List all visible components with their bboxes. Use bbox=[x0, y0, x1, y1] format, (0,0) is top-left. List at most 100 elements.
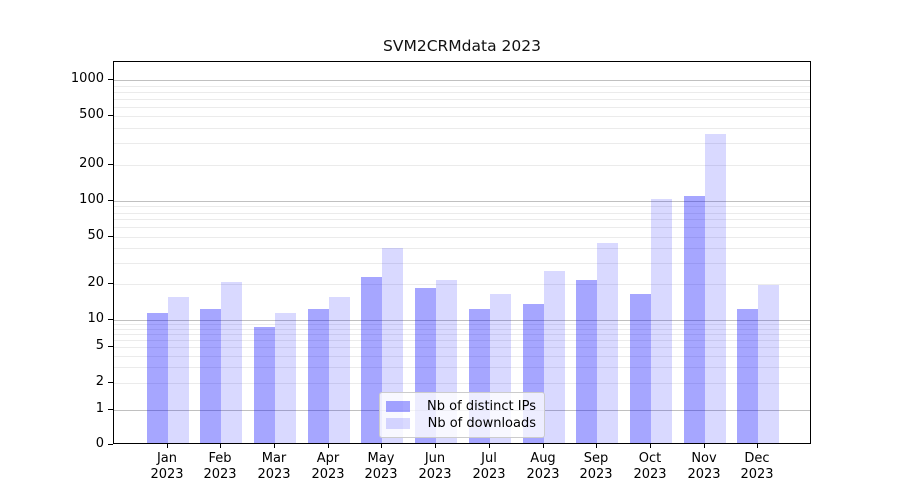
y-tick-label-500: 500 bbox=[79, 107, 104, 122]
bar-nov-distinct-ips bbox=[684, 196, 705, 443]
gridline-200 bbox=[114, 165, 810, 166]
x-tick-label-nov: Nov 2023 bbox=[687, 451, 721, 482]
y-tick-label-1000: 1000 bbox=[70, 71, 104, 86]
gridline-8 bbox=[114, 329, 810, 330]
bar-oct-downloads bbox=[651, 199, 672, 443]
legend-label-distinct-ips: Nb of distinct IPs bbox=[427, 399, 536, 414]
y-tick-label-1: 1 bbox=[95, 401, 104, 416]
legend: Nb of distinct IPs Nb of downloads bbox=[379, 392, 545, 438]
gridline-600 bbox=[114, 107, 810, 108]
y-tick-200 bbox=[108, 164, 113, 165]
gridline-30 bbox=[114, 263, 810, 264]
x-tick-label-sep: Sep 2023 bbox=[579, 451, 613, 482]
bar-mar-distinct-ips bbox=[254, 327, 275, 443]
gridline-50 bbox=[114, 237, 810, 238]
gridline-900 bbox=[114, 86, 810, 87]
bar-apr-downloads bbox=[329, 297, 350, 443]
legend-item-downloads: Nb of downloads bbox=[386, 415, 536, 432]
y-tick-1 bbox=[108, 409, 113, 410]
y-tick-label-200: 200 bbox=[79, 156, 104, 171]
gridline-3 bbox=[114, 367, 810, 368]
chart-title: SVM2CRMdata 2023 bbox=[383, 37, 541, 55]
y-tick-20 bbox=[108, 283, 113, 284]
x-tick-label-mar: Mar 2023 bbox=[257, 451, 291, 482]
bar-apr-distinct-ips bbox=[308, 309, 329, 443]
y-tick-label-2: 2 bbox=[95, 374, 104, 389]
bar-oct-distinct-ips bbox=[630, 294, 651, 443]
bar-jan-downloads bbox=[168, 297, 189, 443]
gridline-6 bbox=[114, 340, 810, 341]
bar-feb-downloads bbox=[221, 282, 242, 443]
x-tick-label-jun: Jun 2023 bbox=[418, 451, 452, 482]
legend-swatch-distinct-ips bbox=[386, 401, 410, 412]
gridline-4 bbox=[114, 356, 810, 357]
x-tick-sep bbox=[596, 444, 597, 448]
x-tick-mar bbox=[274, 444, 275, 448]
x-tick-feb bbox=[220, 444, 221, 448]
x-tick-label-may: May 2023 bbox=[364, 451, 398, 482]
gridline-400 bbox=[114, 128, 810, 129]
bar-aug-downloads bbox=[544, 271, 565, 443]
gridline-5 bbox=[114, 347, 810, 348]
gridline-1000 bbox=[114, 80, 810, 81]
y-tick-label-5: 5 bbox=[95, 338, 104, 353]
y-tick-2 bbox=[108, 382, 113, 383]
gridline-90 bbox=[114, 206, 810, 207]
gridline-10 bbox=[114, 320, 810, 321]
gridline-40 bbox=[114, 248, 810, 249]
bar-may-distinct-ips bbox=[361, 277, 382, 443]
y-tick-100 bbox=[108, 200, 113, 201]
y-tick-label-20: 20 bbox=[87, 275, 104, 290]
gridline-60 bbox=[114, 227, 810, 228]
gridline-20 bbox=[114, 284, 810, 285]
y-tick-label-50: 50 bbox=[87, 228, 104, 243]
x-tick-jan bbox=[167, 444, 168, 448]
gridline-80 bbox=[114, 213, 810, 214]
gridline-800 bbox=[114, 92, 810, 93]
bar-nov-downloads bbox=[705, 134, 726, 443]
x-tick-label-jul: Jul 2023 bbox=[472, 451, 506, 482]
legend-item-distinct-ips: Nb of distinct IPs bbox=[386, 398, 536, 415]
gridline-2 bbox=[114, 383, 810, 384]
x-tick-label-aug: Aug 2023 bbox=[526, 451, 560, 482]
x-tick-label-feb: Feb 2023 bbox=[203, 451, 237, 482]
y-tick-label-0: 0 bbox=[95, 436, 104, 451]
x-tick-label-dec: Dec 2023 bbox=[740, 451, 774, 482]
gridline-300 bbox=[114, 143, 810, 144]
y-tick-label-10: 10 bbox=[87, 311, 104, 326]
bar-dec-downloads bbox=[758, 285, 779, 443]
y-tick-500 bbox=[108, 115, 113, 116]
x-tick-apr bbox=[328, 444, 329, 448]
bar-mar-downloads bbox=[275, 313, 296, 443]
legend-swatch-downloads bbox=[386, 418, 410, 429]
legend-label-downloads: Nb of downloads bbox=[427, 416, 536, 431]
x-tick-may bbox=[381, 444, 382, 448]
gridline-100 bbox=[114, 201, 810, 202]
plot-area bbox=[113, 61, 811, 444]
bar-feb-distinct-ips bbox=[200, 309, 221, 443]
y-tick-10 bbox=[108, 319, 113, 320]
gridline-700 bbox=[114, 99, 810, 100]
y-tick-label-100: 100 bbox=[79, 192, 104, 207]
x-tick-dec bbox=[757, 444, 758, 448]
x-tick-label-jan: Jan 2023 bbox=[150, 451, 184, 482]
x-tick-aug bbox=[543, 444, 544, 448]
y-tick-5 bbox=[108, 346, 113, 347]
gridline-9 bbox=[114, 324, 810, 325]
y-tick-0 bbox=[108, 444, 113, 445]
bar-sep-distinct-ips bbox=[576, 280, 597, 443]
y-tick-1000 bbox=[108, 79, 113, 80]
x-tick-label-apr: Apr 2023 bbox=[311, 451, 345, 482]
x-tick-jul bbox=[489, 444, 490, 448]
bar-dec-distinct-ips bbox=[737, 309, 758, 443]
gridline-70 bbox=[114, 219, 810, 220]
bar-sep-downloads bbox=[597, 243, 618, 443]
x-tick-jun bbox=[435, 444, 436, 448]
y-tick-50 bbox=[108, 236, 113, 237]
bar-jan-distinct-ips bbox=[147, 313, 168, 443]
x-tick-nov bbox=[704, 444, 705, 448]
gridline-7 bbox=[114, 334, 810, 335]
x-tick-oct bbox=[650, 444, 651, 448]
x-tick-label-oct: Oct 2023 bbox=[633, 451, 667, 482]
